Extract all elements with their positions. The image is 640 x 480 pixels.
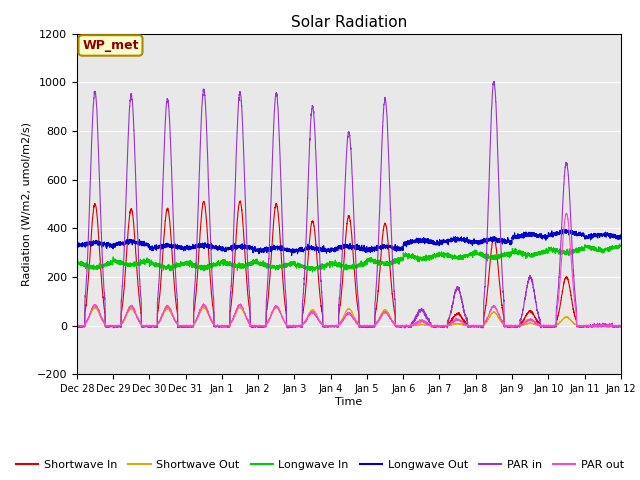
X-axis label: Time: Time <box>335 397 362 407</box>
Text: WP_met: WP_met <box>82 39 139 52</box>
Y-axis label: Radiation (W/m2, umol/m2/s): Radiation (W/m2, umol/m2/s) <box>21 122 31 286</box>
Legend: Shortwave In, Shortwave Out, Longwave In, Longwave Out, PAR in, PAR out: Shortwave In, Shortwave Out, Longwave In… <box>12 456 628 474</box>
Title: Solar Radiation: Solar Radiation <box>291 15 407 30</box>
